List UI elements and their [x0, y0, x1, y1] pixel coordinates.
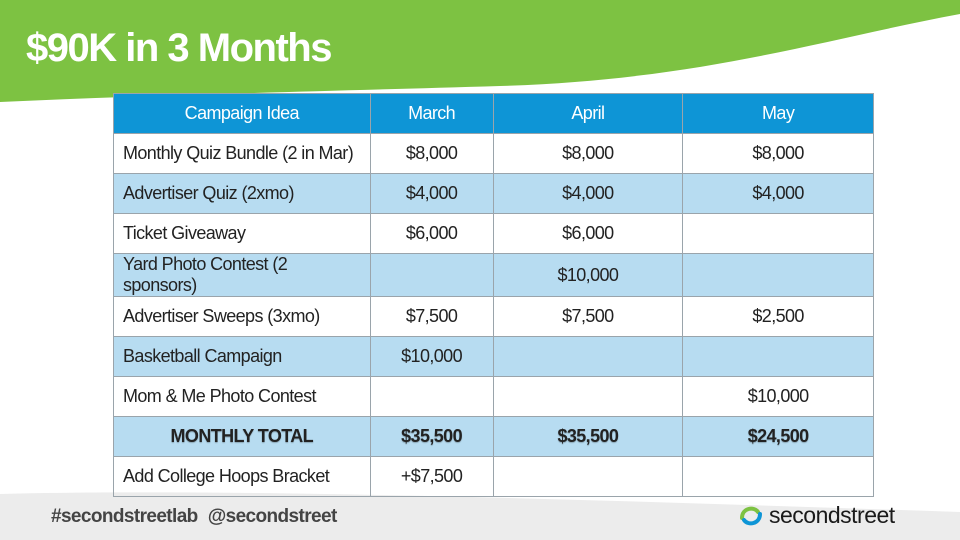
table-row: Basketball Campaign $10,000	[113, 336, 874, 377]
amount-cell: $8,000	[369, 133, 494, 174]
amount-cell: $7,500	[492, 296, 684, 337]
amount-cell: +$7,500	[369, 456, 494, 497]
table-row: Mom & Me Photo Contest $10,000	[113, 376, 874, 417]
amount-cell: $6,000	[369, 213, 494, 254]
row-label: Ticket Giveaway	[113, 213, 371, 254]
amount-cell: $4,000	[492, 173, 684, 214]
table-row: Advertiser Quiz (2xmo) $4,000 $4,000 $4,000	[113, 173, 874, 214]
row-label: Advertiser Sweeps (3xmo)	[113, 296, 371, 337]
row-label: Monthly Quiz Bundle (2 in Mar)	[113, 133, 371, 174]
row-label: Advertiser Quiz (2xmo)	[113, 173, 371, 214]
gray-band	[0, 492, 960, 540]
logo-text: secondstreet	[769, 502, 895, 528]
footer: #secondstreetlab @secondstreet	[51, 506, 347, 528]
amount-cell: $6,000	[492, 213, 684, 254]
row-label: MONTHLY TOTAL	[113, 416, 371, 457]
amount-cell	[682, 253, 874, 297]
amount-cell: $24,500	[682, 416, 874, 457]
table-row: Ticket Giveaway $6,000 $6,000	[113, 213, 874, 254]
header-cell: Campaign Idea	[113, 93, 371, 134]
amount-cell: $8,000	[492, 133, 684, 174]
amount-cell: $10,000	[369, 336, 494, 377]
green-band	[0, 0, 960, 102]
amount-cell: $35,500	[369, 416, 494, 457]
campaign-table: Campaign Idea March April May Monthly Quiz …	[113, 93, 874, 497]
table-row: MONTHLY TOTAL $35,500 $35,500 $24,500	[113, 416, 874, 457]
amount-cell	[492, 336, 684, 377]
row-label: Basketball Campaign	[113, 336, 371, 377]
amount-cell: $2,500	[682, 296, 874, 337]
amount-cell	[492, 456, 684, 497]
header-cell: April	[492, 93, 684, 134]
amount-cell	[369, 376, 494, 417]
header-row: Campaign Idea March April May	[113, 93, 874, 134]
amount-cell: $10,000	[492, 253, 684, 297]
amount-cell	[682, 336, 874, 377]
amount-cell	[369, 253, 494, 297]
amount-cell: $7,500	[369, 296, 494, 337]
row-label: Mom & Me Photo Contest	[113, 376, 371, 417]
amount-cell: $35,500	[492, 416, 684, 457]
hashtag: #secondstreetlab	[51, 506, 198, 527]
amount-cell: $10,000	[682, 376, 874, 417]
amount-cell	[682, 213, 874, 254]
table-row: Yard Photo Contest (2 sponsors) $10,000	[113, 253, 874, 297]
row-label: Yard Photo Contest (2 sponsors)	[113, 253, 371, 297]
logo: secondstreet	[738, 502, 895, 529]
amount-cell	[492, 376, 684, 417]
header-cell: March	[369, 93, 494, 134]
table-row: Monthly Quiz Bundle (2 in Mar) $8,000 $8,0…	[113, 133, 874, 174]
amount-cell	[682, 456, 874, 497]
handle: @secondstreet	[207, 506, 338, 527]
amount-cell: $8,000	[682, 133, 874, 174]
header-cell: May	[682, 93, 874, 134]
row-label: Add College Hoops Bracket	[113, 456, 371, 497]
amount-cell: $4,000	[682, 173, 874, 214]
title: $90K in 3 Months	[26, 26, 332, 70]
logo-icon	[740, 506, 762, 525]
table-row: Advertiser Sweeps (3xmo) $7,500 $7,500 $2,5…	[113, 296, 874, 337]
table-row: Add College Hoops Bracket +$7,500	[113, 456, 874, 497]
amount-cell: $4,000	[369, 173, 494, 214]
